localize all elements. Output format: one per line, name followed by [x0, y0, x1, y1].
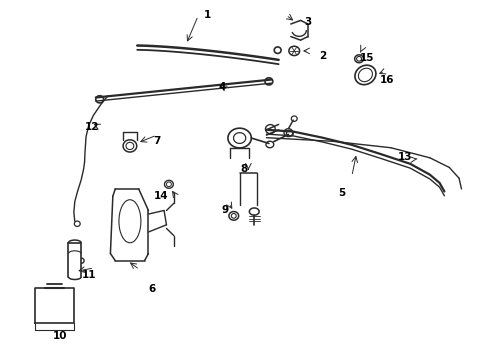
Text: 7: 7 [153, 136, 160, 145]
Text: 1: 1 [204, 10, 211, 20]
Text: 6: 6 [148, 284, 155, 294]
Text: 8: 8 [241, 164, 247, 174]
Text: 5: 5 [338, 188, 345, 198]
Text: 3: 3 [304, 17, 311, 27]
Text: 14: 14 [154, 191, 168, 201]
Text: 13: 13 [397, 152, 412, 162]
Text: 4: 4 [219, 82, 226, 92]
Text: 10: 10 [53, 331, 67, 341]
Text: 15: 15 [359, 53, 374, 63]
Text: 11: 11 [82, 270, 97, 280]
Text: 12: 12 [85, 122, 100, 132]
Text: 16: 16 [379, 75, 393, 85]
Text: 2: 2 [318, 51, 325, 61]
Text: 9: 9 [221, 206, 228, 216]
